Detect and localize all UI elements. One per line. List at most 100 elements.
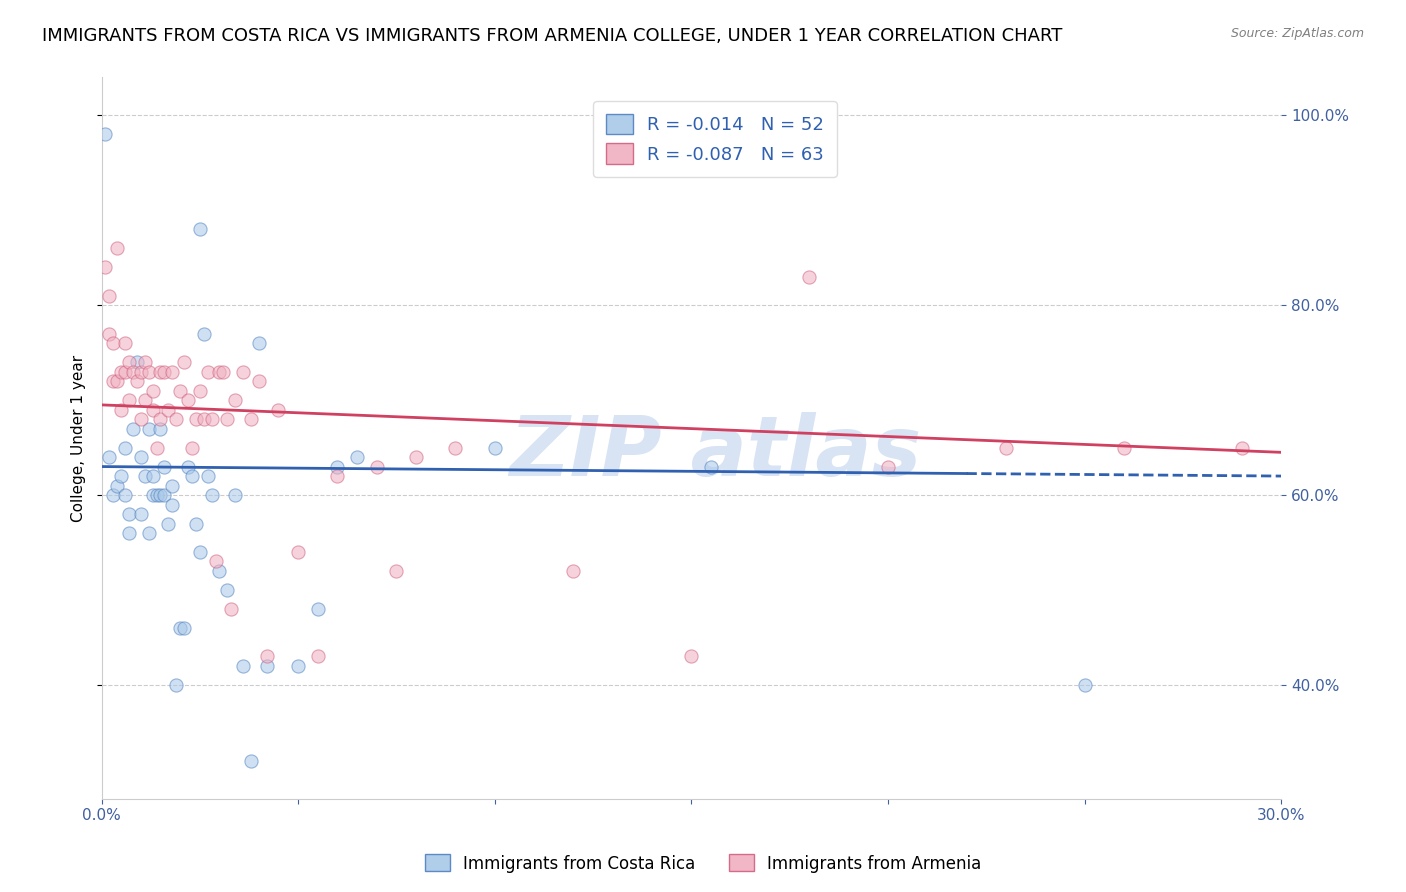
Immigrants from Costa Rica <box>201 488 224 502</box>
Immigrants from Costa Rica <box>94 128 117 142</box>
Immigrants from Armenia <box>188 384 211 398</box>
Immigrants from Armenia <box>444 441 467 455</box>
Immigrants from Costa Rica <box>162 478 184 492</box>
Immigrants from Armenia <box>224 393 246 408</box>
Immigrants from Costa Rica <box>114 488 136 502</box>
Immigrants from Armenia <box>326 469 349 483</box>
Immigrants from Costa Rica <box>188 222 211 236</box>
Immigrants from Costa Rica <box>129 507 152 521</box>
Immigrants from Armenia <box>267 402 290 417</box>
Immigrants from Armenia <box>98 326 121 341</box>
Immigrants from Costa Rica <box>188 545 211 559</box>
Immigrants from Armenia <box>247 374 270 388</box>
Immigrants from Costa Rica <box>125 355 148 369</box>
Legend: Immigrants from Costa Rica, Immigrants from Armenia: Immigrants from Costa Rica, Immigrants f… <box>418 847 988 880</box>
Immigrants from Armenia <box>239 412 262 426</box>
Immigrants from Costa Rica <box>145 488 167 502</box>
Immigrants from Costa Rica <box>239 754 262 768</box>
Y-axis label: College, Under 1 year: College, Under 1 year <box>72 354 86 522</box>
Immigrants from Armenia <box>877 459 900 474</box>
Immigrants from Armenia <box>681 649 703 664</box>
Immigrants from Costa Rica <box>142 469 165 483</box>
Immigrants from Costa Rica <box>326 459 349 474</box>
Immigrants from Armenia <box>149 412 172 426</box>
Immigrants from Costa Rica <box>153 488 176 502</box>
Immigrants from Armenia <box>169 384 191 398</box>
Immigrants from Costa Rica <box>247 336 270 351</box>
Text: Source: ZipAtlas.com: Source: ZipAtlas.com <box>1230 27 1364 40</box>
Immigrants from Costa Rica <box>169 621 191 635</box>
Immigrants from Armenia <box>157 402 180 417</box>
Immigrants from Armenia <box>125 374 148 388</box>
Immigrants from Costa Rica <box>700 459 723 474</box>
Immigrants from Costa Rica <box>184 516 207 531</box>
Immigrants from Costa Rica <box>114 441 136 455</box>
Immigrants from Armenia <box>232 365 254 379</box>
Immigrants from Armenia <box>201 412 224 426</box>
Immigrants from Costa Rica <box>138 422 160 436</box>
Immigrants from Armenia <box>118 355 141 369</box>
Immigrants from Costa Rica <box>181 469 204 483</box>
Immigrants from Armenia <box>217 412 239 426</box>
Immigrants from Armenia <box>212 365 235 379</box>
Immigrants from Costa Rica <box>197 469 219 483</box>
Immigrants from Costa Rica <box>157 516 180 531</box>
Immigrants from Costa Rica <box>110 469 132 483</box>
Immigrants from Costa Rica <box>149 488 172 502</box>
Immigrants from Armenia <box>114 365 136 379</box>
Immigrants from Armenia <box>256 649 278 664</box>
Immigrants from Costa Rica <box>208 564 231 578</box>
Immigrants from Armenia <box>129 412 152 426</box>
Immigrants from Armenia <box>129 365 152 379</box>
Immigrants from Armenia <box>193 412 215 426</box>
Immigrants from Armenia <box>173 355 195 369</box>
Immigrants from Costa Rica <box>193 326 215 341</box>
Immigrants from Armenia <box>118 393 141 408</box>
Immigrants from Armenia <box>184 412 207 426</box>
Immigrants from Costa Rica <box>484 441 506 455</box>
Immigrants from Costa Rica <box>149 422 172 436</box>
Immigrants from Costa Rica <box>1073 678 1095 692</box>
Immigrants from Armenia <box>197 365 219 379</box>
Immigrants from Costa Rica <box>98 450 121 464</box>
Immigrants from Armenia <box>110 402 132 417</box>
Immigrants from Armenia <box>177 393 200 408</box>
Immigrants from Costa Rica <box>118 507 141 521</box>
Immigrants from Armenia <box>138 365 160 379</box>
Immigrants from Armenia <box>208 365 231 379</box>
Immigrants from Armenia <box>105 241 128 255</box>
Immigrants from Costa Rica <box>287 659 309 673</box>
Immigrants from Armenia <box>562 564 585 578</box>
Immigrants from Armenia <box>366 459 388 474</box>
Immigrants from Armenia <box>134 355 156 369</box>
Immigrants from Costa Rica <box>122 422 145 436</box>
Immigrants from Armenia <box>98 289 121 303</box>
Immigrants from Armenia <box>110 365 132 379</box>
Immigrants from Armenia <box>287 545 309 559</box>
Immigrants from Costa Rica <box>142 488 165 502</box>
Text: IMMIGRANTS FROM COSTA RICA VS IMMIGRANTS FROM ARMENIA COLLEGE, UNDER 1 YEAR CORR: IMMIGRANTS FROM COSTA RICA VS IMMIGRANTS… <box>42 27 1063 45</box>
Legend: R = -0.014   N = 52, R = -0.087   N = 63: R = -0.014 N = 52, R = -0.087 N = 63 <box>593 101 837 177</box>
Immigrants from Costa Rica <box>134 469 156 483</box>
Immigrants from Armenia <box>385 564 408 578</box>
Text: ZIP atlas: ZIP atlas <box>509 412 921 493</box>
Immigrants from Costa Rica <box>129 450 152 464</box>
Immigrants from Costa Rica <box>177 459 200 474</box>
Immigrants from Armenia <box>181 441 204 455</box>
Immigrants from Costa Rica <box>256 659 278 673</box>
Immigrants from Armenia <box>149 365 172 379</box>
Immigrants from Armenia <box>145 441 167 455</box>
Immigrants from Armenia <box>153 365 176 379</box>
Immigrants from Armenia <box>142 384 165 398</box>
Immigrants from Costa Rica <box>162 498 184 512</box>
Immigrants from Armenia <box>405 450 427 464</box>
Immigrants from Armenia <box>162 365 184 379</box>
Immigrants from Costa Rica <box>232 659 254 673</box>
Immigrants from Armenia <box>204 554 226 568</box>
Immigrants from Armenia <box>142 402 165 417</box>
Immigrants from Costa Rica <box>799 146 821 161</box>
Immigrants from Armenia <box>105 374 128 388</box>
Immigrants from Costa Rica <box>224 488 246 502</box>
Immigrants from Costa Rica <box>138 526 160 541</box>
Immigrants from Armenia <box>307 649 329 664</box>
